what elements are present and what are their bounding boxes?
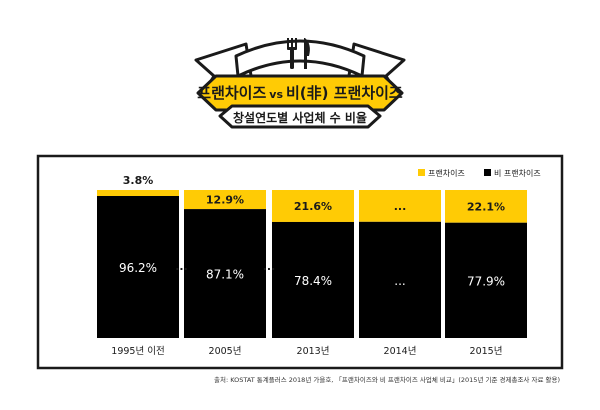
x-tick-label: 2015년 — [470, 346, 503, 357]
data-label-franchise: 21.6% — [294, 200, 332, 213]
fork-knife-icon — [287, 38, 310, 69]
data-label-non-franchise: 87.1% — [206, 268, 244, 282]
banner-title: 프랜차이즈 vs 비(非) 프랜차이즈 — [197, 84, 403, 102]
data-label-franchise: 3.8% — [123, 174, 154, 187]
legend: 프랜차이즈 비 프랜차이즈 — [418, 168, 541, 178]
bar-franchise — [272, 190, 354, 222]
banner-title-vs: vs — [269, 88, 283, 101]
legend-swatch-non-franchise — [484, 169, 491, 176]
bar-non-franchise — [97, 196, 179, 338]
bar-non-franchise — [445, 222, 527, 338]
x-tick-label: 2013년 — [297, 346, 330, 357]
legend-label-non-franchise: 비 프랜차이즈 — [494, 168, 541, 178]
banner-plate-sub — [218, 104, 382, 129]
data-label-franchise: 12.9% — [206, 194, 244, 207]
gap-ellipsis: ... — [263, 260, 276, 273]
data-label-non-franchise: 96.2% — [119, 261, 157, 275]
bar-franchise — [184, 190, 266, 210]
banner-title-part-a: 프랜차이즈 — [197, 84, 266, 102]
bar-non-franchise — [184, 209, 266, 338]
banner-title-part-b: 비(非) 프랜차이즈 — [286, 84, 403, 102]
x-tick-label: 2005년 — [209, 346, 242, 357]
data-label-franchise: 22.1% — [467, 200, 505, 213]
banner-subtitle: 창설연도별 사업체 수 비율 — [233, 110, 367, 125]
x-tick-label: 1995년 이전 — [111, 346, 164, 357]
bars-layer: 3.8% 96.2% 1995년 이전 12.9% 87.1% 2005년 21.6% 78.… — [97, 174, 527, 357]
bar-franchise — [445, 190, 527, 223]
legend-swatch-franchise — [418, 169, 425, 176]
banner-plate-main — [196, 74, 404, 112]
data-label-non-franchise: 77.9% — [467, 274, 505, 288]
data-label-franchise: ... — [394, 200, 407, 213]
bar-non-franchise — [272, 221, 354, 338]
source-note: 출처: KOSTAT 통계플러스 2018년 가을호, 「프랜차이즈와 비 프랜… — [214, 375, 560, 384]
title-banner: 프랜차이즈 vs 비(非) 프랜차이즈 창설연도별 사업체 수 비율 — [194, 38, 406, 129]
banner-arch — [234, 39, 366, 78]
data-label-non-franchise: 78.4% — [294, 274, 332, 288]
bar-franchise — [97, 190, 179, 196]
gap-ellipsis: ... — [175, 260, 188, 273]
bar-franchise — [359, 190, 441, 222]
bar-non-franchise — [359, 221, 441, 338]
legend-label-franchise: 프랜차이즈 — [428, 168, 465, 178]
data-label-non-franchise: ... — [394, 274, 405, 288]
x-tick-label: 2014년 — [384, 346, 417, 357]
